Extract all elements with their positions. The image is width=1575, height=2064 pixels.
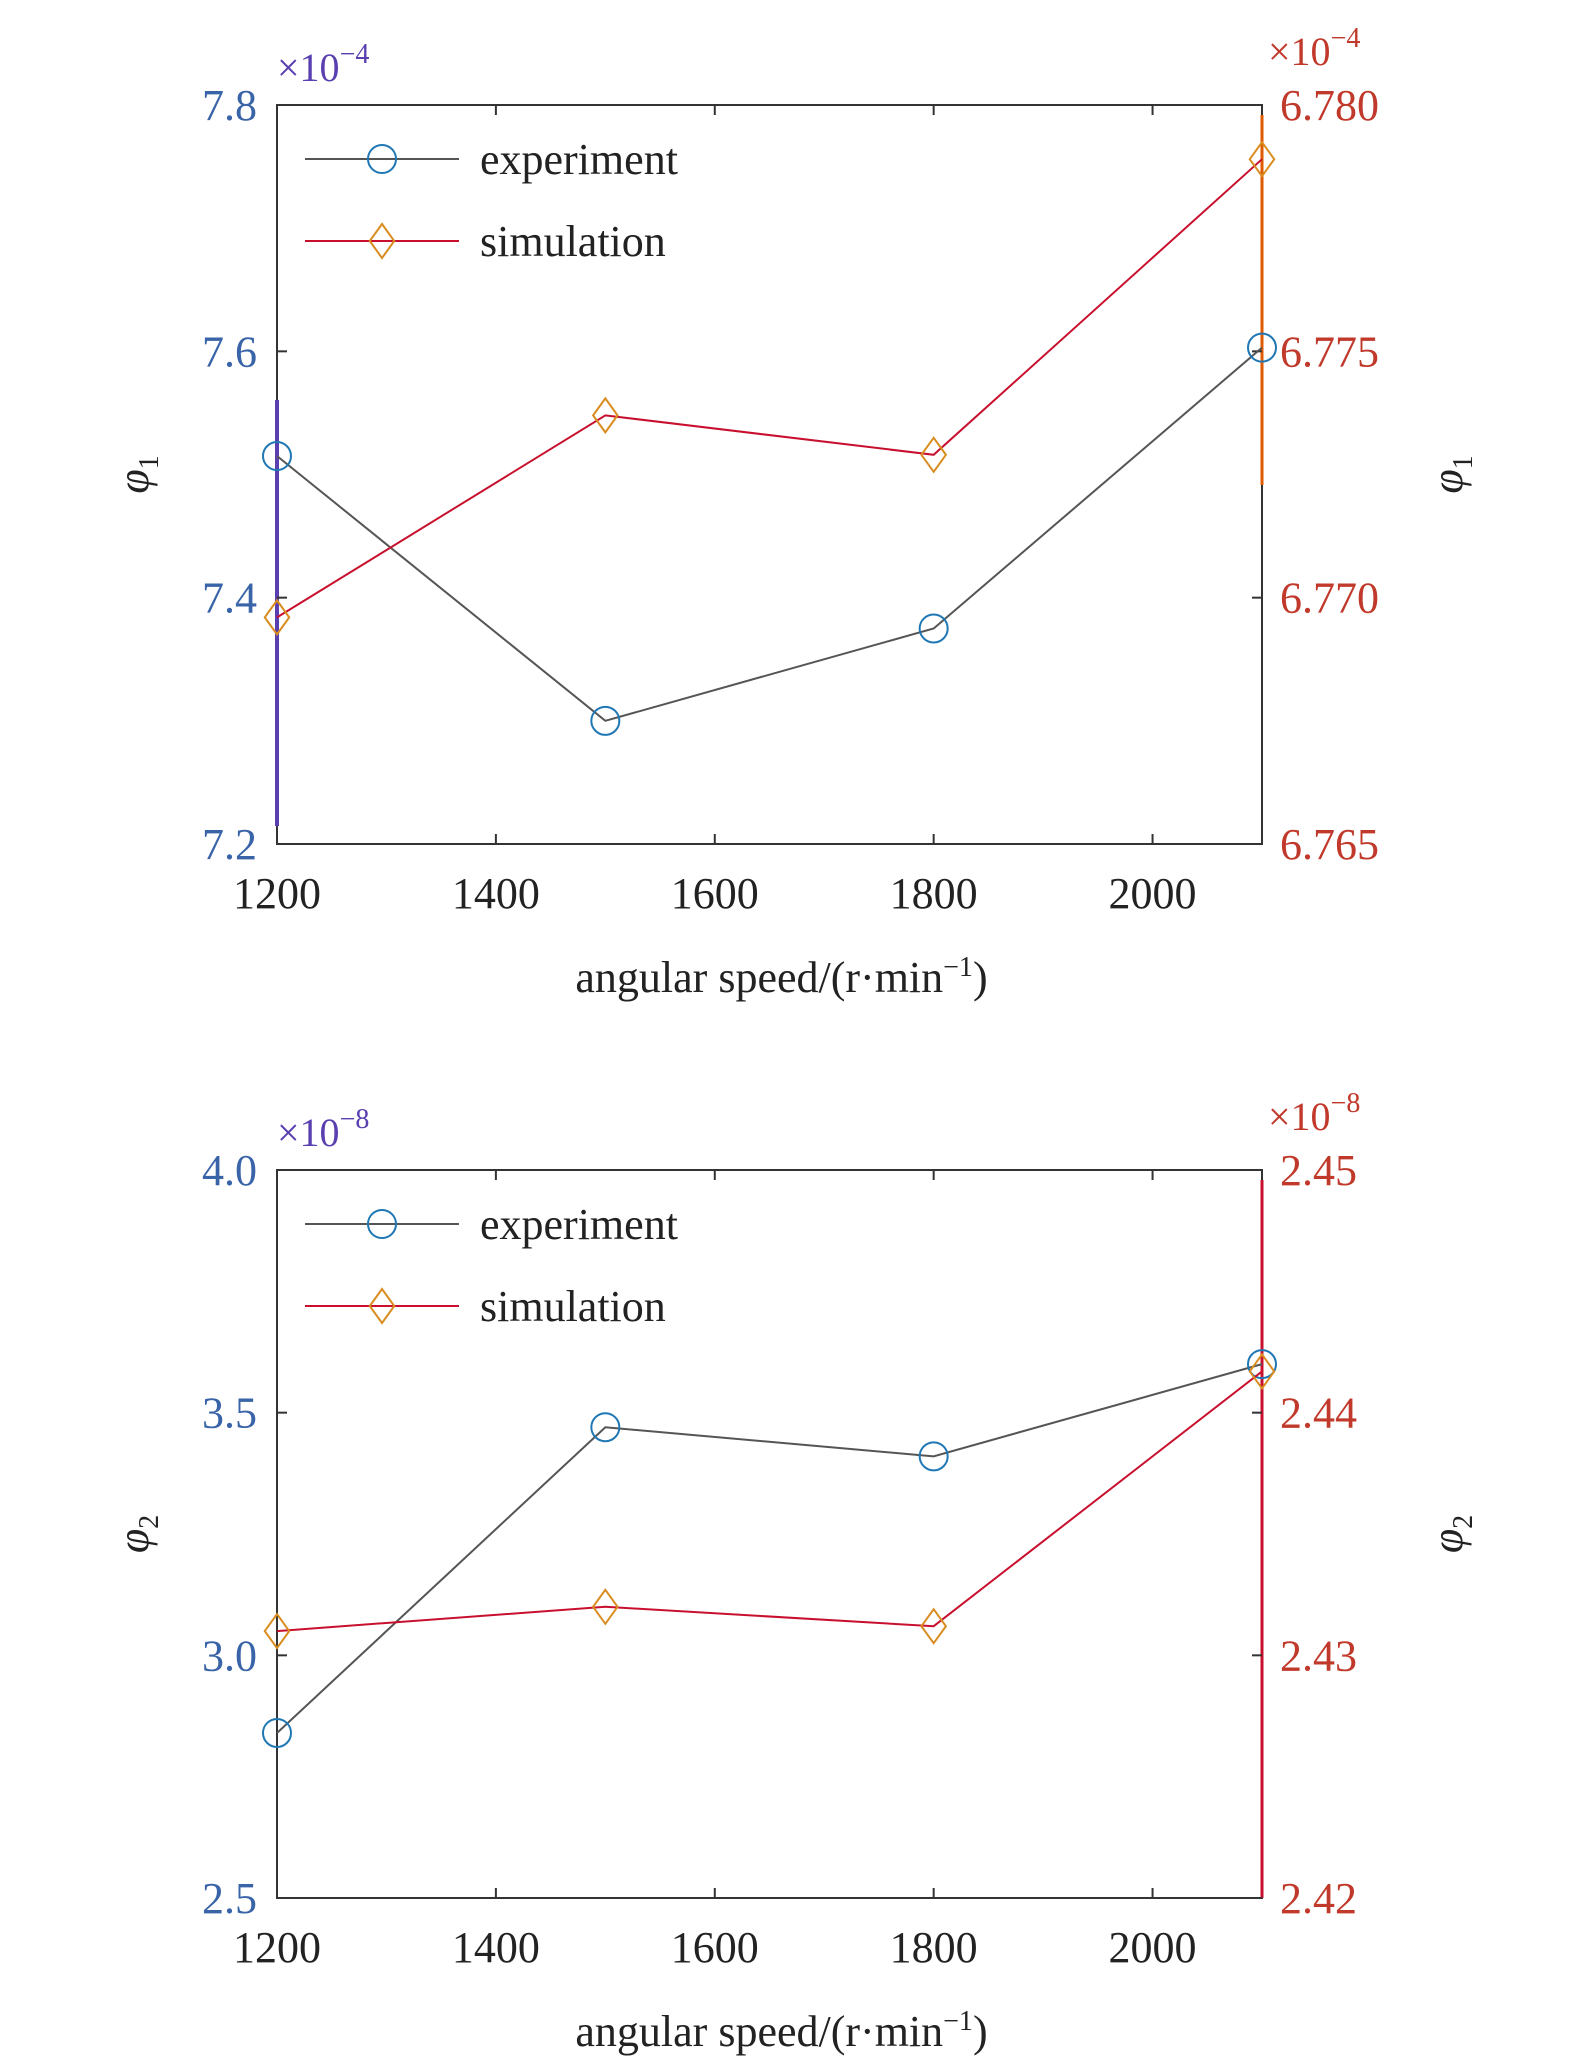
y-tick-label-right: 6.765 <box>1280 820 1379 869</box>
y-tick-label-right: 2.44 <box>1280 1389 1357 1438</box>
data-point-experiment <box>1247 1349 1277 1380</box>
series-line-experiment <box>276 346 1263 722</box>
legend-marker-simulation <box>368 222 396 260</box>
y-tick-label-right: 2.42 <box>1280 1874 1357 1923</box>
y-tick-label-right: 6.775 <box>1280 327 1379 376</box>
data-point-simulation <box>920 436 948 474</box>
y-tick-label-left: 7.4 <box>202 574 257 623</box>
data-point-experiment <box>918 613 949 644</box>
y-axis-label-right-main: φ <box>1423 469 1472 493</box>
x-tick-label: 1600 <box>671 869 759 918</box>
y-tick-label-left: 3.5 <box>202 1389 257 1438</box>
x-tick-label: 1800 <box>890 869 978 918</box>
y-tick-label-right: 6.780 <box>1280 81 1379 130</box>
y-axis-label-right-main: φ <box>1423 1529 1472 1553</box>
x-tick-label: 1600 <box>671 1923 759 1972</box>
right-exponent-base: ×10 <box>1268 29 1331 74</box>
y-tick-label-left: 3.0 <box>202 1631 257 1680</box>
x-axis-label-sup: −1 <box>943 2006 973 2037</box>
legend-marker-experiment <box>367 1209 397 1239</box>
y-axis-label-left: φ2 <box>109 1515 165 1553</box>
data-point-experiment <box>918 1441 949 1472</box>
x-tick-label: 1200 <box>233 869 321 918</box>
y-tick-label-right: 2.45 <box>1280 1146 1357 1195</box>
y-axis-label-right-sub: 1 <box>1448 455 1479 469</box>
chart-panel-1: 1200 1400 1600 1800 2000 7.2 7.4 7.6 7.8 6.765 6.7… <box>109 23 1479 1002</box>
x-axis-label-main: angular speed/(r·min <box>575 2007 943 2056</box>
y-tick-label-left: 7.2 <box>202 820 257 869</box>
legend-marker-simulation <box>368 1287 396 1325</box>
x-axis-label-main: angular speed/(r·min <box>575 953 943 1002</box>
y-axis-label-left-sub: 1 <box>134 455 165 469</box>
y-tick-label-left: 2.5 <box>202 1874 257 1923</box>
x-axis-label-sup: −1 <box>943 952 973 983</box>
y-axis-label-right: φ2 <box>1423 1515 1479 1553</box>
x-axis-label: angular speed/(r·min−1) <box>575 2006 987 2056</box>
series-line-experiment <box>276 1363 1263 1734</box>
legend-label-simulation: simulation <box>480 1282 666 1331</box>
y-axis-label-right: φ1 <box>1423 455 1479 493</box>
right-exponent-label: ×10−8 <box>1268 1088 1360 1139</box>
chart-panel-2: 1200 1400 1600 1800 2000 2.5 3.0 3.5 4.0 2.42 2.43… <box>109 1088 1479 2056</box>
x-tick-label: 1200 <box>233 1923 321 1972</box>
x-tick-label: 2000 <box>1109 869 1197 918</box>
legend-label-experiment: experiment <box>480 135 678 184</box>
y-axis-label-right-sub: 2 <box>1448 1515 1479 1529</box>
y-axis-label-left-sub: 2 <box>134 1515 165 1529</box>
series-line-simulation <box>276 1370 1263 1633</box>
legend-label-simulation: simulation <box>480 217 666 266</box>
left-exponent-label: ×10−8 <box>277 1104 369 1155</box>
data-point-simulation <box>591 1588 619 1626</box>
left-exponent-power: −8 <box>340 1104 370 1135</box>
data-point-experiment <box>262 441 292 472</box>
legend-label-experiment: experiment <box>480 1200 678 1249</box>
data-point-simulation <box>920 1607 948 1645</box>
data-point-simulation <box>263 1612 291 1650</box>
data-point-simulation <box>1248 140 1276 178</box>
y-axis-label-left-main: φ <box>109 1529 158 1553</box>
legend-marker-experiment <box>367 144 397 174</box>
y-tick-label-left: 4.0 <box>202 1146 257 1195</box>
x-axis-label: angular speed/(r·min−1) <box>575 952 987 1002</box>
y-axis-label-left: φ1 <box>109 455 165 493</box>
x-tick-label: 2000 <box>1109 1923 1197 1972</box>
left-exponent-base: ×10 <box>277 1110 340 1155</box>
left-exponent-label: ×10−4 <box>277 39 369 90</box>
y-tick-label-right: 6.770 <box>1280 574 1379 623</box>
data-point-experiment <box>590 1412 621 1443</box>
data-point-experiment <box>1247 332 1277 363</box>
right-exponent-power: −8 <box>1331 1088 1361 1119</box>
y-tick-label-right: 2.43 <box>1280 1631 1357 1680</box>
data-point-experiment <box>590 705 621 736</box>
series-line-simulation <box>276 158 1263 619</box>
y-axis-label-left-main: φ <box>109 469 158 493</box>
x-tick-label: 1400 <box>452 1923 540 1972</box>
right-exponent-base: ×10 <box>1268 1094 1331 1139</box>
y-tick-label-left: 7.6 <box>202 327 257 376</box>
data-point-simulation <box>263 598 291 637</box>
x-axis-label-end: ) <box>973 2007 988 2056</box>
right-exponent-power: −4 <box>1331 23 1361 54</box>
plot-frame <box>276 1169 1263 1899</box>
x-axis-label-end: ) <box>973 953 988 1002</box>
data-point-simulation <box>1248 1352 1276 1391</box>
x-tick-label: 1800 <box>890 1923 978 1972</box>
y-tick-label-left: 7.8 <box>202 81 257 130</box>
x-tick-label: 1400 <box>452 869 540 918</box>
left-exponent-base: ×10 <box>277 45 340 90</box>
data-point-simulation <box>591 396 619 435</box>
left-exponent-power: −4 <box>340 39 370 70</box>
right-exponent-label: ×10−4 <box>1268 23 1360 74</box>
data-point-experiment <box>262 1717 292 1748</box>
